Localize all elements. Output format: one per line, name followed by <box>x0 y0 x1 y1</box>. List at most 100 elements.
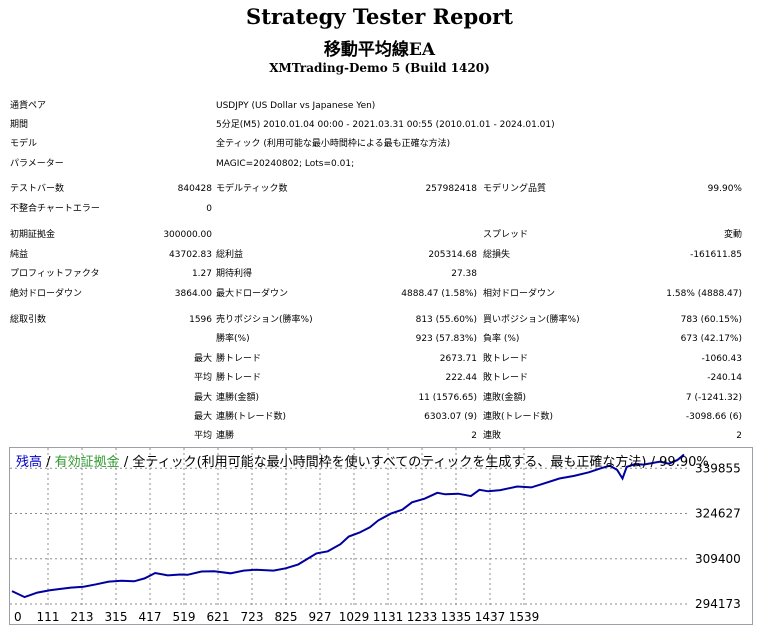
stat-label: 連敗(トレード数) <box>483 412 554 422</box>
stat-qualifier: 最大 <box>193 393 212 403</box>
stat-label: 連勝 <box>216 431 235 441</box>
stat-label: 売りポジション(勝率%) <box>216 315 313 325</box>
x-tick-label: 927 <box>309 610 332 624</box>
stat-value: 43702.83 <box>169 250 212 260</box>
stat-value: 840428 <box>177 184 212 194</box>
report-title: Strategy Tester Report <box>246 4 513 29</box>
stat-value: 2 <box>471 431 477 441</box>
stat-label: 絶対ドローダウン <box>10 289 83 299</box>
y-tick-labels: 339855 324627 309400 294173 <box>695 461 741 611</box>
y-tick-label: 324627 <box>695 507 741 521</box>
stat-value: 205314.68 <box>428 250 477 260</box>
stat-value: 99.90% <box>707 184 742 194</box>
stat-value: 7 (-1241.32) <box>685 393 742 403</box>
legend-model: 全ティック(利用可能な最小時間枠を使いすべてのティックを生成する、最も正確な方法… <box>132 454 646 470</box>
info-label: 通貨ペア <box>10 101 47 111</box>
stats-row: 平均 連勝 2 連敗 2 <box>0 428 759 444</box>
stat-value: -240.14 <box>707 373 742 383</box>
stat-label: 総取引数 <box>10 315 47 325</box>
x-tick-label: 315 <box>105 610 128 624</box>
balance-chart: 339855 324627 309400 294173 0 111 213 315 417 51… <box>9 447 753 625</box>
stat-value: -3098.66 (6) <box>685 412 742 422</box>
stat-value: 2 <box>736 431 742 441</box>
stat-value: 222.44 <box>445 373 478 383</box>
stats-row: テストバー数 840428 モデルティック数 257982418 モデリング品質 99.9… <box>0 181 759 197</box>
stats-row: 絶対ドローダウン 3864.00 最大ドローダウン 4888.47 (1.58%) 相対… <box>0 286 759 302</box>
stat-value: 1.27 <box>191 269 212 279</box>
stat-value: 11 (1576.65) <box>418 393 477 403</box>
stats-row: 最大 連勝(トレード数) 6303.07 (9) 連敗(トレード数) -3098.66 … <box>0 409 759 425</box>
stat-value: 6303.07 (9) <box>424 412 477 422</box>
x-tick-label: 519 <box>173 610 196 624</box>
stat-label: 敗トレード <box>483 373 529 383</box>
x-tick-label: 1029 <box>339 610 370 624</box>
stat-label: 連勝(金額) <box>216 393 260 403</box>
stat-label: 連敗(金額) <box>483 393 527 403</box>
y-tick-label: 309400 <box>695 552 741 566</box>
y-tick-label: 294173 <box>695 597 741 611</box>
chart-grid <box>10 448 688 608</box>
x-tick-label: 621 <box>207 610 230 624</box>
stats-row: 最大 連勝(金額) 11 (1576.65) 連敗(金額) 7 (-1241.32) <box>0 390 759 406</box>
stat-label: プロフィットファクタ <box>10 269 100 279</box>
ea-name: 移動平均線EA <box>323 40 436 60</box>
stat-value: 27.38 <box>451 269 477 279</box>
stat-label: 敗トレード <box>483 354 529 364</box>
legend-sep: / <box>42 455 55 470</box>
account-info: XMTrading-Demo 5 (Build 1420) <box>269 61 490 75</box>
stat-value: 4888.47 (1.58%) <box>401 289 477 299</box>
info-label: モデル <box>10 139 38 149</box>
balance-line <box>11 453 685 599</box>
info-row: パラメーター MAGIC=20240802; Lots=0.01; <box>0 156 759 172</box>
stats-row: プロフィットファクタ 1.27 期待利得 27.38 <box>0 266 759 282</box>
stat-value: 1596 <box>189 315 212 325</box>
stats-row: 純益 43702.83 総利益 205314.68 総損失 -161611.85 <box>0 247 759 263</box>
legend-equity: 有効証拠金 <box>55 454 120 470</box>
stat-label: 総利益 <box>216 250 244 260</box>
x-tick-label: 1437 <box>475 610 506 624</box>
x-tick-label: 1131 <box>373 610 404 624</box>
x-tick-label: 723 <box>241 610 264 624</box>
stat-label: 勝率(%) <box>216 334 250 344</box>
stat-value: 2673.71 <box>439 354 477 364</box>
stats-row: 初期証拠金 300000.00 スプレッド 変動 <box>0 227 759 243</box>
x-tick-labels: 0 111 213 315 417 519 621 723 825 927 1029 1131 1233… <box>14 610 539 624</box>
stat-value: 923 (57.83%) <box>415 334 477 344</box>
stat-label: スプレッド <box>483 230 529 240</box>
x-tick-label: 1335 <box>441 610 472 624</box>
stat-value: -161611.85 <box>690 250 742 260</box>
stats-row: 勝率(%) 923 (57.83%) 負率 (%) 673 (42.17%) <box>0 331 759 347</box>
stat-label: 純益 <box>10 250 29 260</box>
stat-label: 連勝(トレード数) <box>216 412 287 422</box>
stat-value: -1060.43 <box>701 354 742 364</box>
stat-value: 257982418 <box>425 184 477 194</box>
stat-label: 買いポジション(勝率%) <box>483 315 580 325</box>
legend-sep: / <box>120 455 133 470</box>
x-tick-label: 1233 <box>407 610 438 624</box>
x-tick-label: 1539 <box>509 610 540 624</box>
y-tick-label: 339855 <box>695 461 741 475</box>
stat-label: 勝トレード <box>216 373 262 383</box>
stat-label: 総損失 <box>483 250 511 260</box>
stat-qualifier: 最大 <box>193 354 212 364</box>
legend-balance: 残高 <box>16 454 42 470</box>
stat-label: テストバー数 <box>10 184 65 194</box>
info-row: 期間 5分足(M5) 2010.01.04 00:00 - 2021.03.31 … <box>0 117 759 133</box>
stat-value: 783 (60.15%) <box>680 315 742 325</box>
stats-row: 不整合チャートエラー 0 <box>0 201 759 217</box>
stat-label: 期待利得 <box>216 269 253 279</box>
stat-value: 0 <box>206 204 212 214</box>
stat-value: 300000.00 <box>163 230 212 240</box>
stat-label: 最大ドローダウン <box>216 289 289 299</box>
stat-value: 1.58% (4888.47) <box>666 289 742 299</box>
x-tick-label: 0 <box>14 610 22 624</box>
chart-frame <box>9 447 753 625</box>
stat-label: 不整合チャートエラー <box>10 204 100 214</box>
stat-value: 813 (55.60%) <box>415 315 477 325</box>
stat-label: モデルティック数 <box>216 184 288 194</box>
stat-label: 連敗 <box>483 431 502 441</box>
stat-qualifier: 最大 <box>193 412 212 422</box>
x-tick-label: 111 <box>37 610 60 624</box>
info-label: 期間 <box>10 120 29 130</box>
stat-value: 3864.00 <box>174 289 212 299</box>
